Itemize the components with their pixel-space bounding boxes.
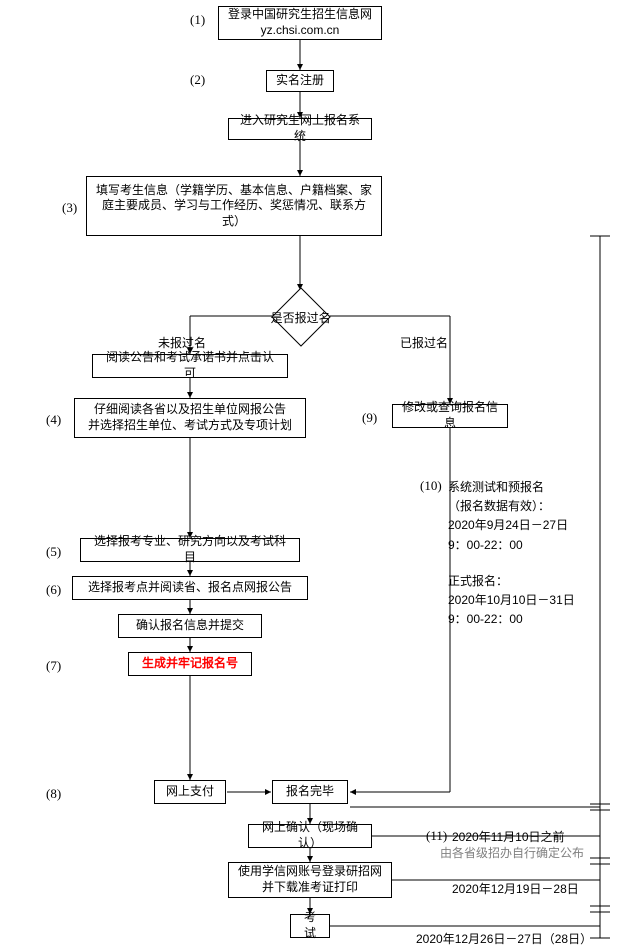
node-choose-major: 选择报考专业、研究方向以及考试科目 bbox=[80, 538, 300, 562]
num-1: (1) bbox=[190, 12, 205, 28]
num-3: (3) bbox=[62, 200, 77, 216]
node-login: 登录中国研究生招生信息网 yz.chsi.com.cn bbox=[218, 6, 382, 40]
decision-registered: 是否报过名 bbox=[271, 287, 330, 346]
node-exam: 考试 bbox=[290, 914, 330, 938]
node-choose-point: 选择报考点并阅读省、报名点网报公告 bbox=[72, 576, 308, 600]
num-4: (4) bbox=[46, 412, 61, 428]
num-2: (2) bbox=[190, 72, 205, 88]
node-confirm-submit: 确认报名信息并提交 bbox=[118, 614, 262, 638]
node-register: 实名注册 bbox=[266, 70, 334, 92]
node-done: 报名完毕 bbox=[272, 780, 348, 804]
num-7: (7) bbox=[46, 658, 61, 674]
label-no: 未报过名 bbox=[158, 334, 206, 351]
num-10: (10) bbox=[420, 478, 442, 494]
label-yes: 已报过名 bbox=[400, 334, 448, 351]
node-download-permit: 使用学信网账号登录研招网 并下载准考证打印 bbox=[228, 862, 392, 898]
node-read-notice: 阅读公告和考试承诺书并点击认可 bbox=[92, 354, 288, 378]
node-pay: 网上支付 bbox=[154, 780, 226, 804]
side-pretest: 系统测试和预报名 （报名数据有效）： 2020年9月24日－27日 9：00-2… bbox=[448, 478, 568, 555]
node-generate-id: 生成并牢记报名号 bbox=[128, 652, 252, 676]
num-11: (11) bbox=[426, 828, 447, 844]
node-onsite-confirm: 网上确认（现场确认） bbox=[248, 824, 372, 848]
side-13: 2020年12月26日－27日（28日） bbox=[416, 930, 592, 949]
node-fill-info: 填写考生信息（学籍学历、基本信息、户籍档案、家庭主要成员、学习与工作经历、奖惩情… bbox=[86, 176, 382, 236]
num-9: (9) bbox=[362, 410, 377, 426]
node-modify-query: 修改或查询报名信息 bbox=[392, 404, 508, 428]
num-5: (5) bbox=[46, 544, 61, 560]
side-formal: 正式报名： 2020年10月10日－31日 9：00-22：00 bbox=[448, 572, 575, 630]
num-8: (8) bbox=[46, 786, 61, 802]
side-12: 2020年12月19日－28日 bbox=[452, 880, 579, 899]
num-6: (6) bbox=[46, 582, 61, 598]
node-read-province: 仔细阅读各省以及招生单位网报公告 并选择招生单位、考试方式及专项计划 bbox=[74, 398, 306, 438]
node-enter-system: 进入研究生网上报名系统 bbox=[228, 118, 372, 140]
side-11b: 由各省级招办自行确定公布 bbox=[440, 844, 584, 863]
